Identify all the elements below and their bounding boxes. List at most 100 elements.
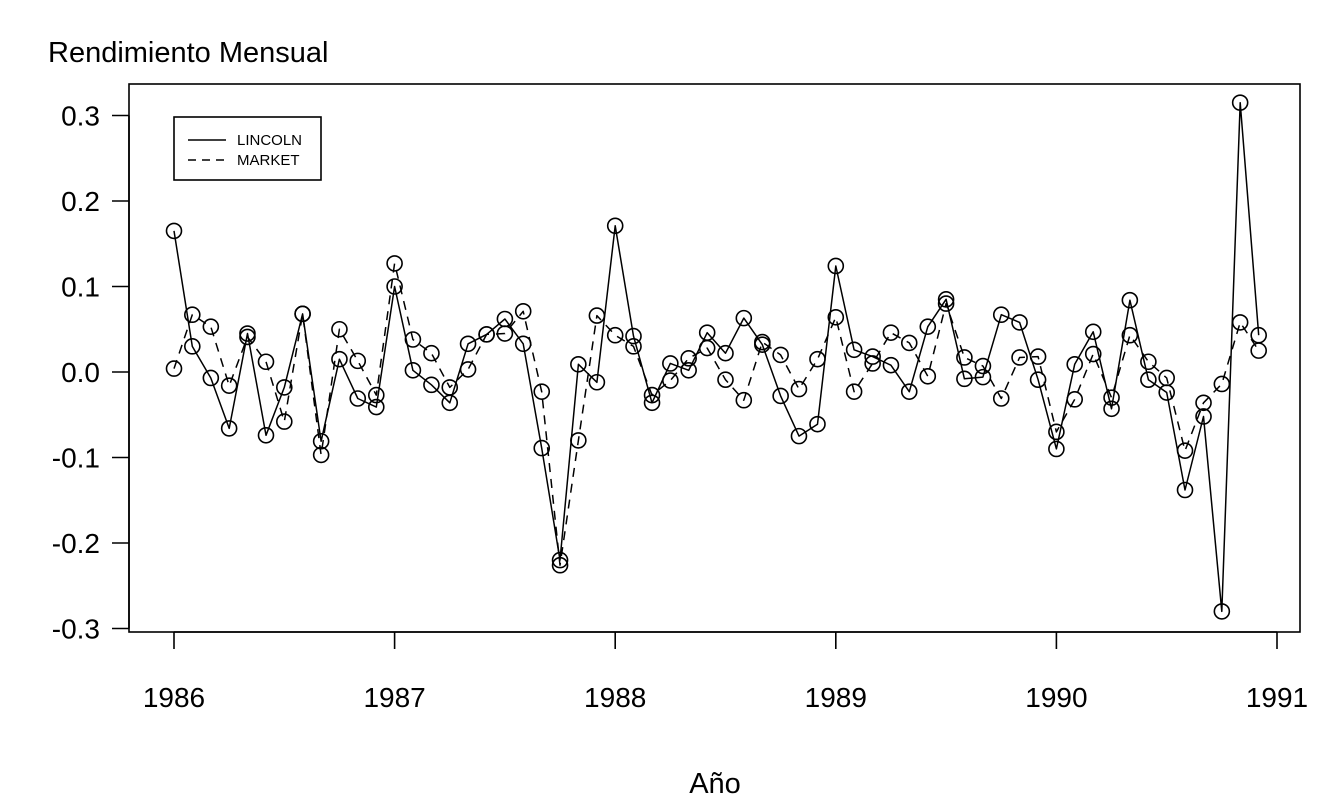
data-point-market: [1048, 423, 1065, 441]
data-point-market: [845, 383, 863, 400]
data-point-lincoln: [1140, 371, 1157, 388]
data-point-market: [974, 357, 992, 375]
data-point-lincoln: [956, 370, 973, 388]
data-point-lincoln: [533, 439, 551, 457]
data-point-lincoln: [588, 373, 606, 391]
data-point-market: [937, 295, 955, 312]
y-tick-label: 0.1: [61, 272, 100, 303]
data-point-market: [1066, 391, 1084, 408]
data-point-lincoln: [551, 551, 569, 569]
data-point-lincoln: [1195, 408, 1212, 425]
data-point-lincoln: [386, 278, 403, 295]
data-point-lincoln: [404, 361, 422, 379]
data-point-market: [551, 556, 569, 574]
data-point-lincoln: [165, 222, 183, 240]
data-point-lincoln: [717, 344, 734, 362]
data-point-market: [294, 305, 311, 323]
data-point-market: [275, 413, 293, 430]
data-point-lincoln: [1066, 356, 1084, 373]
data-point-lincoln: [735, 309, 753, 327]
data-point-lincoln: [312, 432, 330, 450]
data-point-market: [202, 318, 220, 335]
data-point-lincoln: [220, 420, 238, 437]
data-point-lincoln: [1029, 371, 1047, 388]
data-point-lincoln: [514, 335, 532, 353]
data-point-market: [239, 328, 256, 346]
data-point-market: [1195, 394, 1212, 412]
y-tick-label: -0.3: [52, 614, 100, 645]
data-point-lincoln: [992, 306, 1010, 324]
data-point-market: [992, 390, 1010, 407]
data-point-market: [1213, 375, 1231, 393]
x-tick-label: 1991: [1246, 682, 1308, 713]
data-point-market: [698, 339, 716, 357]
data-point-lincoln: [257, 426, 275, 444]
data-point-lincoln: [919, 318, 937, 335]
legend-label-market: MARKET: [237, 152, 300, 169]
x-tick-label: 1987: [363, 682, 425, 713]
data-point-market: [1121, 326, 1139, 344]
legend: LINCOLN MARKET: [173, 116, 322, 181]
data-point-market: [1029, 348, 1047, 365]
data-point-lincoln: [367, 398, 385, 416]
data-point-market: [1140, 353, 1157, 371]
data-point-market: [386, 255, 403, 272]
series-lines: [173, 101, 1260, 613]
data-point-market: [606, 326, 624, 344]
data-point-lincoln: [1048, 440, 1065, 458]
data-point-market: [220, 377, 238, 394]
data-point-lincoln: [275, 379, 293, 396]
data-point-market: [864, 355, 881, 372]
data-point-lincoln: [1121, 291, 1139, 309]
x-tick-label: 1988: [584, 682, 646, 713]
x-tick-label: 1986: [143, 682, 205, 713]
data-point-market: [367, 386, 385, 404]
data-point-market: [1103, 389, 1120, 406]
data-point-lincoln: [809, 415, 826, 433]
data-point-market: [588, 307, 606, 324]
data-point-market: [441, 379, 459, 396]
data-point-market: [570, 432, 587, 449]
chart-title: Rendimiento Mensual: [48, 37, 328, 69]
data-point-market: [1158, 369, 1175, 387]
x-axis-title: Año: [689, 768, 741, 800]
data-point-lincoln: [570, 356, 587, 373]
data-point-market: [919, 367, 937, 385]
series-line-lincoln: [173, 101, 1260, 613]
x-tick-label: 1989: [805, 682, 867, 713]
data-point-market: [809, 350, 826, 368]
data-point-market: [496, 325, 514, 342]
data-point-market: [404, 331, 422, 348]
data-point-market: [1011, 349, 1028, 366]
data-point-market: [184, 306, 201, 324]
data-point-lincoln: [827, 257, 845, 275]
legend-box: [173, 116, 322, 181]
data-point-market: [312, 446, 330, 464]
data-point-lincoln: [790, 427, 808, 445]
data-point-lincoln: [772, 387, 789, 405]
data-point-market: [331, 320, 348, 338]
x-axis: 1986 1987 1988 1989 1990 1991: [143, 631, 1308, 713]
data-point-market: [662, 372, 679, 389]
data-point-market: [533, 383, 551, 400]
data-point-market: [349, 352, 367, 370]
y-tick-label: 0.2: [61, 186, 100, 217]
data-point-lincoln: [625, 327, 642, 345]
data-point-lincoln: [1084, 323, 1102, 341]
y-axis: -0.3 -0.2 -0.1 0.0 0.1 0.2 0.3: [52, 101, 130, 645]
y-tick-label: -0.2: [52, 528, 100, 559]
data-point-market: [900, 334, 918, 352]
data-point-lincoln: [459, 335, 477, 353]
data-point-market: [827, 308, 845, 326]
data-point-market: [625, 338, 642, 355]
x-tick-label: 1990: [1025, 682, 1087, 713]
data-point-market: [478, 326, 495, 343]
data-point-lincoln: [974, 368, 992, 386]
data-point-lincoln: [882, 356, 900, 374]
data-point-lincoln: [423, 376, 440, 394]
data-point-lincoln: [845, 341, 863, 359]
legend-label-lincoln: LINCOLN: [237, 132, 302, 149]
data-point-market: [514, 302, 532, 320]
data-point-lincoln: [1231, 94, 1249, 111]
